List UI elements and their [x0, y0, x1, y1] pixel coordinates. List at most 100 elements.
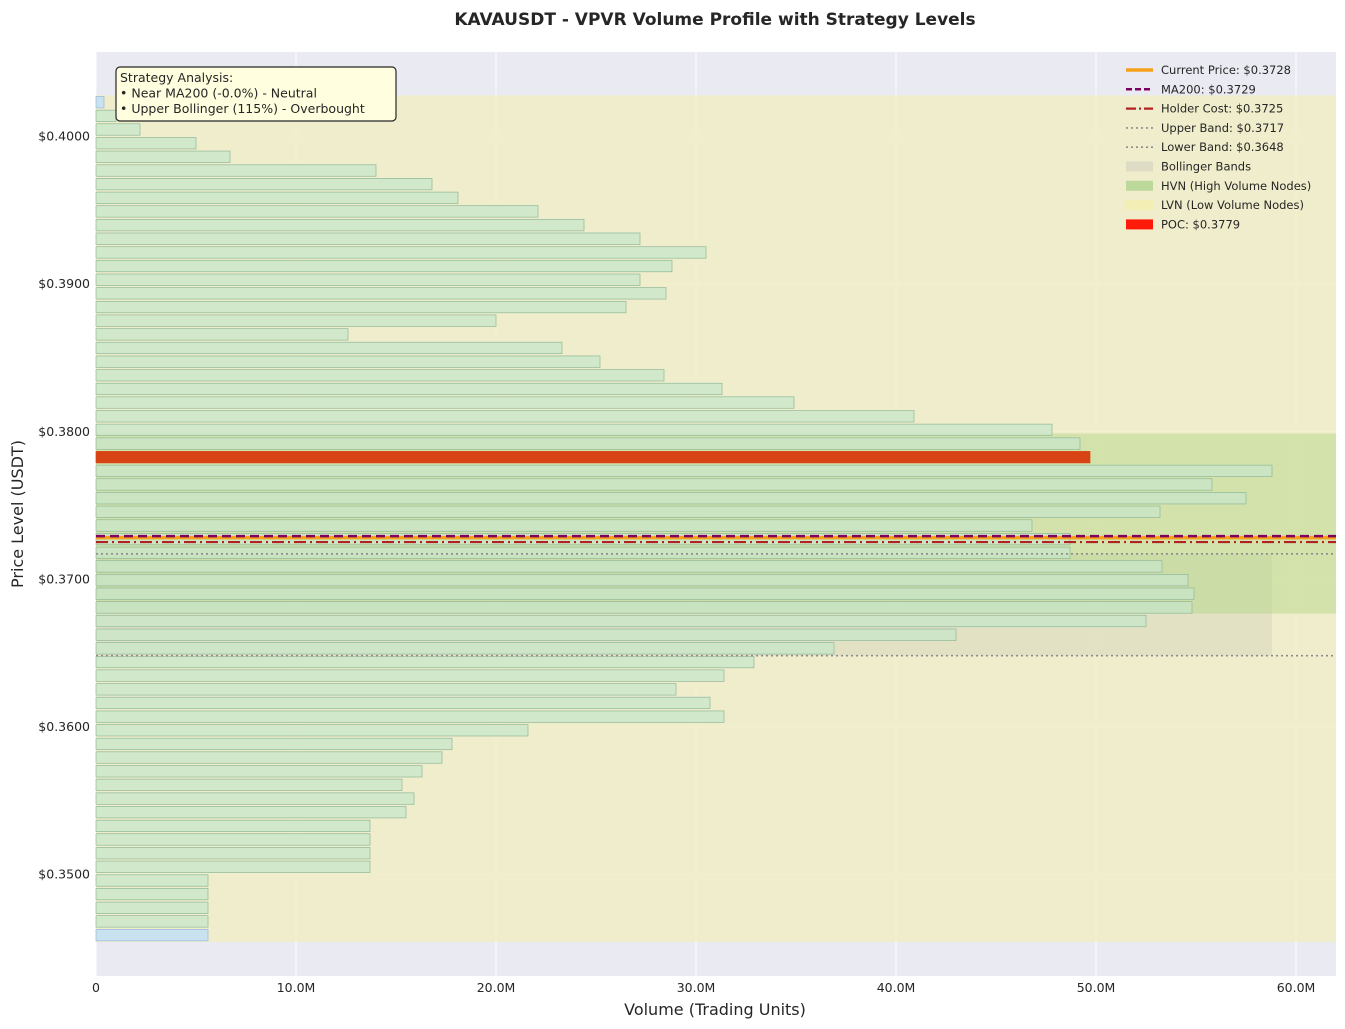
volume-bar-24 — [95, 601, 1193, 614]
volume-bar-21 — [95, 642, 835, 655]
volume-bar-0 — [95, 929, 209, 942]
volume-bar-2 — [95, 901, 209, 914]
poc-bar — [95, 451, 1091, 464]
volume-bar-27 — [95, 560, 1163, 573]
x-tick-label-4: 40.0M — [877, 980, 916, 995]
legend-poc-swatch — [1126, 219, 1153, 230]
volume-bar-9 — [95, 806, 407, 819]
volume-bar-1 — [95, 915, 209, 928]
volume-bar-4 — [95, 874, 209, 887]
volume-bar-30 — [95, 519, 1033, 532]
x-tick-label-3: 30.0M — [677, 980, 716, 995]
volume-bar-59 — [95, 123, 141, 136]
x-axis-label: Volume (Trading Units) — [624, 1000, 806, 1019]
chart-title: KAVAUSDT - VPVR Volume Profile with Stra… — [454, 10, 975, 30]
legend-current-price-label: Current Price: $0.3728 — [1161, 63, 1291, 77]
x-tick-label-2: 20.0M — [477, 980, 516, 995]
volume-bar-45 — [95, 314, 497, 327]
legend-lvn-label: LVN (Low Volume Nodes) — [1161, 198, 1304, 212]
level-lines — [96, 534, 1336, 657]
volume-bar-37 — [95, 423, 1053, 436]
volume-bar-39 — [95, 396, 795, 409]
volume-bar-11 — [95, 778, 403, 791]
volume-bar-22 — [95, 628, 957, 641]
volume-bars — [95, 96, 1273, 942]
y-tick-label-4: $0.3900 — [38, 276, 90, 291]
y-tick-label-2: $0.3700 — [38, 571, 90, 586]
volume-bar-17 — [95, 696, 711, 710]
legend-lower-band-label: Lower Band: $0.3648 — [1161, 140, 1284, 154]
volume-bar-52 — [95, 219, 585, 232]
volume-bar-58 — [95, 137, 197, 150]
volume-bar-57 — [95, 150, 231, 163]
volume-bar-48 — [95, 273, 641, 286]
volume-bar-60 — [95, 109, 117, 122]
y-tick-label-0: $0.3500 — [38, 867, 90, 882]
legend-holder-cost-label: Holder Cost: $0.3725 — [1161, 102, 1283, 116]
x-axis-ticks: 0 10.0M 20.0M 30.0M 40.0M 50.0M 60.0M — [92, 980, 1315, 995]
volume-bar-20 — [95, 655, 755, 669]
volume-bar-41 — [95, 369, 665, 382]
legend-lvn-swatch — [1126, 200, 1153, 211]
volume-bar-47 — [95, 287, 667, 300]
strategy-annotation: Strategy Analysis:• Near MA200 (-0.0%) -… — [115, 66, 397, 122]
volume-bar-7 — [95, 833, 371, 846]
y-tick-label-3: $0.3800 — [38, 424, 90, 439]
volume-bar-5 — [95, 860, 371, 873]
volume-bar-36 — [95, 437, 1081, 450]
y-tick-label-5: $0.4000 — [38, 129, 90, 144]
legend-poc-label: POC: $0.3779 — [1161, 217, 1240, 231]
volume-bar-15 — [95, 724, 529, 737]
y-axis-ticks: $0.3500 $0.3600 $0.3700 $0.3800 $0.3900 $0.40… — [38, 129, 90, 882]
volume-bar-53 — [95, 205, 539, 218]
volume-bar-6 — [95, 847, 371, 860]
legend-bollinger-bands-swatch — [1126, 161, 1153, 172]
volume-bar-19 — [95, 669, 725, 682]
volume-bar-14 — [95, 737, 453, 751]
volume-bar-23 — [95, 614, 1147, 628]
volume-bar-25 — [95, 587, 1195, 600]
volume-bar-28 — [95, 546, 1071, 559]
volume-bar-8 — [95, 819, 371, 832]
legend-hvn-swatch — [1126, 180, 1153, 191]
volume-bar-61 — [95, 96, 105, 109]
volume-bar-56 — [95, 164, 377, 177]
volume-bar-31 — [95, 505, 1161, 518]
legend-upper-band-label: Upper Band: $0.3717 — [1161, 121, 1284, 135]
legend-hvn-label: HVN (High Volume Nodes) — [1161, 179, 1311, 193]
volume-bar-32 — [95, 492, 1247, 505]
volume-bar-18 — [95, 683, 677, 696]
volume-bar-26 — [95, 574, 1189, 587]
y-tick-label-1: $0.3600 — [38, 719, 90, 734]
x-tick-label-6: 60.0M — [1277, 980, 1316, 995]
volume-bar-43 — [95, 341, 563, 355]
volume-bar-40 — [95, 382, 723, 396]
volume-bar-12 — [95, 765, 423, 778]
annotation-box — [115, 66, 397, 122]
volume-bar-10 — [95, 792, 415, 805]
volume-bar-49 — [95, 259, 673, 273]
volume-bar-3 — [95, 887, 209, 901]
volume-bar-44 — [95, 328, 349, 341]
x-tick-label-5: 50.0M — [1077, 980, 1116, 995]
legend-ma200-label: MA200: $0.3729 — [1161, 82, 1256, 96]
volume-bar-34 — [95, 464, 1273, 477]
annotation-line-0: Strategy Analysis: — [120, 70, 233, 85]
x-tick-label-0: 0 — [92, 980, 100, 995]
x-tick-label-1: 10.0M — [277, 980, 316, 995]
volume-bar-33 — [95, 478, 1213, 491]
volume-bar-13 — [95, 751, 443, 764]
volume-bar-54 — [95, 191, 459, 204]
volume-bar-46 — [95, 300, 627, 314]
volume-bar-42 — [95, 355, 601, 368]
volume-bar-38 — [95, 410, 915, 423]
volume-bar-16 — [95, 710, 725, 723]
volume-bar-55 — [95, 178, 433, 191]
annotation-line-2: • Upper Bollinger (115%) - Overbought — [120, 101, 365, 116]
y-axis-label: Price Level (USDT) — [8, 440, 27, 588]
annotation-line-1: • Near MA200 (-0.0%) - Neutral — [120, 86, 317, 101]
volume-bar-51 — [95, 232, 641, 245]
volume-bar-50 — [95, 246, 707, 259]
legend: Current Price: $0.3728 MA200: $0.3729 Hold… — [1126, 63, 1311, 231]
